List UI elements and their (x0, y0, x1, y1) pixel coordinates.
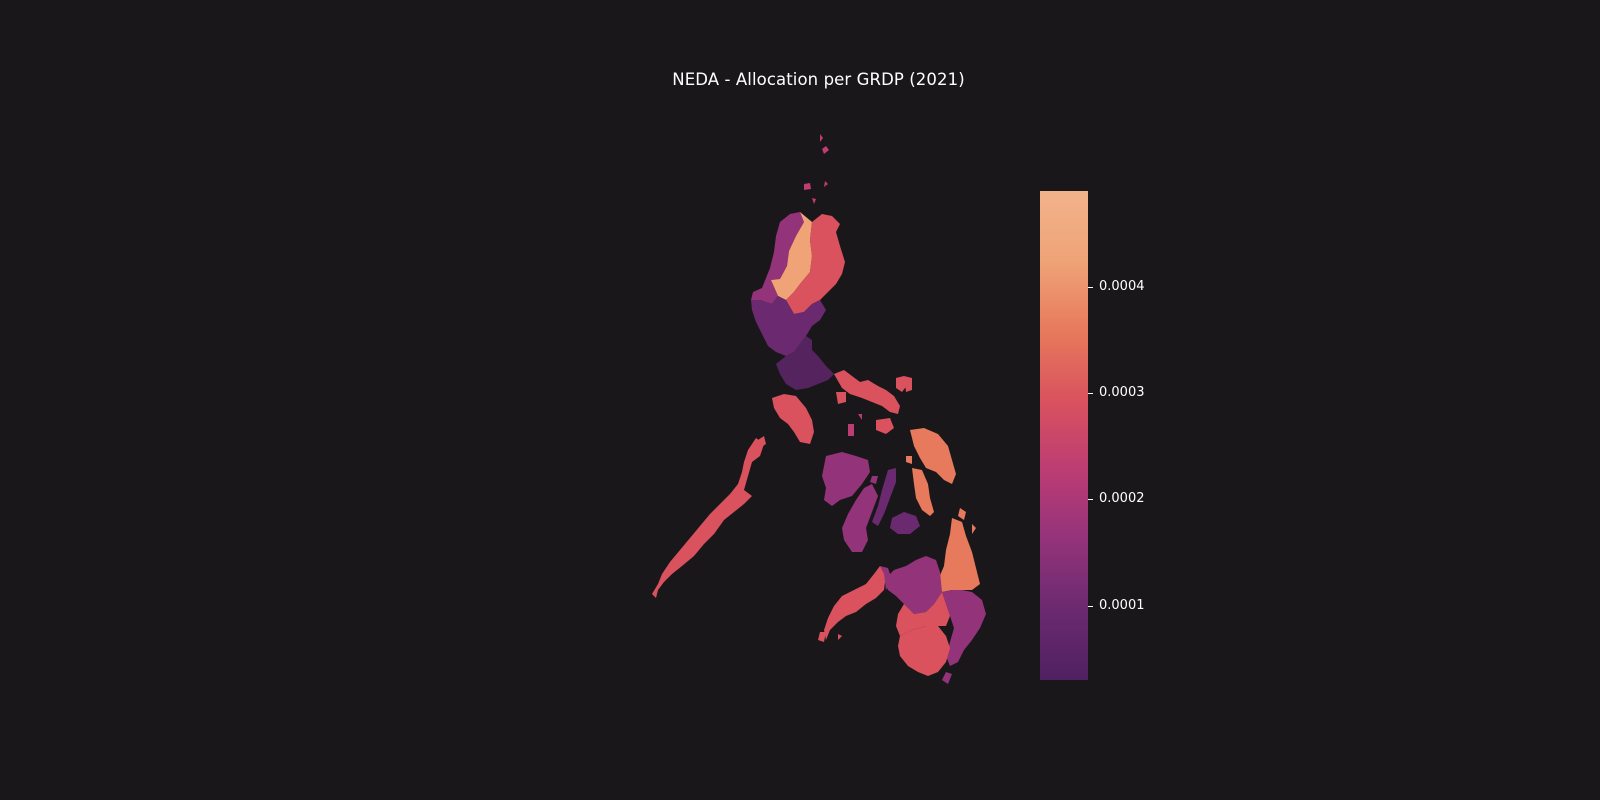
region-romblon (848, 414, 862, 436)
region-samar (910, 428, 956, 484)
region-sulu (818, 632, 842, 642)
region-cagayan-valley (786, 214, 845, 314)
region-leyte (912, 468, 934, 516)
region-cebu (872, 468, 896, 526)
region-northern-mindanao (884, 556, 942, 614)
colorbar-tick-mark (1088, 499, 1093, 501)
colorbar-tick-label: 0.0002 (1099, 491, 1145, 507)
region-car (771, 212, 812, 300)
region-biliran (906, 456, 912, 464)
region-western-visayas (822, 452, 870, 506)
region-catanduanes (904, 376, 912, 392)
region-central-luzon (751, 296, 826, 356)
colorbar-tick-mark (1088, 605, 1093, 607)
colorbar-tick-label: 0.0001 (1099, 597, 1145, 613)
region-caraga (938, 518, 980, 592)
colorbar-tick-label: 0.0003 (1099, 384, 1145, 400)
region-barmm (896, 592, 950, 636)
region-calamian (758, 436, 766, 448)
region-sarangani-tip (942, 672, 952, 684)
region-ilocos (751, 212, 804, 304)
region-bohol (890, 512, 920, 534)
region-guimaras (870, 476, 878, 484)
region-zamboanga (824, 566, 886, 640)
region-batanes (820, 134, 829, 154)
colorbar (1040, 191, 1088, 680)
region-marinduque (836, 392, 846, 404)
region-babuyan-islands (804, 181, 828, 204)
region-soccsksargen (898, 626, 950, 676)
region-davao (942, 590, 986, 666)
region-mindoro (772, 394, 814, 444)
region-negros (842, 484, 878, 552)
colorbar-tick-mark (1088, 392, 1093, 394)
region-masbate (876, 418, 894, 434)
map-title: NEDA - Allocation per GRDP (2021) (672, 70, 965, 89)
region-zamboanga-interior (880, 566, 892, 590)
region-palawan (652, 438, 764, 598)
region-calabarzon (776, 336, 834, 390)
colorbar-tick-mark (1088, 286, 1093, 288)
region-bicol (834, 370, 908, 414)
region-dinagat-siargao (958, 508, 976, 534)
colorbar-tick-label: 0.0004 (1099, 278, 1145, 294)
